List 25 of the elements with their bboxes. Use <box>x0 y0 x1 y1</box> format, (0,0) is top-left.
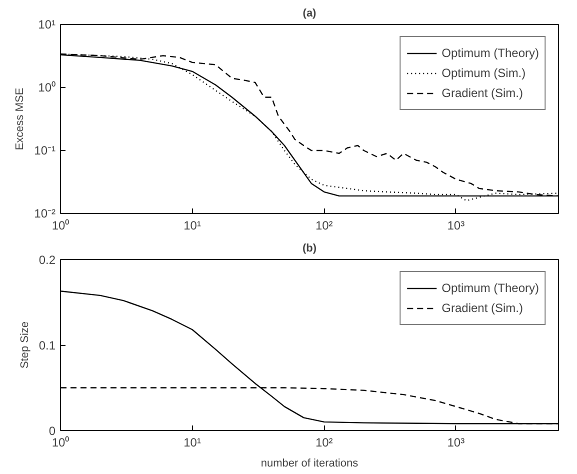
x-axis-title: number of iterations <box>260 458 359 470</box>
y-tick-label: 10¹ <box>38 18 56 32</box>
x-tick-label: 10³ <box>447 218 465 232</box>
y-tick-label: 0.2 <box>38 253 56 267</box>
chart-title: (b) <box>302 242 317 254</box>
legend-label: Gradient (Sim.) <box>442 86 523 100</box>
y-axis-title: Excess MSE <box>14 88 26 150</box>
y-tick-label: 0.1 <box>38 338 56 352</box>
chart-title: (a) <box>302 8 317 20</box>
x-tick-label: 10³ <box>447 436 465 450</box>
y-tick-label: 0 <box>48 424 56 438</box>
x-tick-label: 10² <box>315 218 333 232</box>
legend-label: Optimum (Sim.) <box>442 66 526 80</box>
x-tick-label: 10¹ <box>184 436 201 450</box>
legend-label: Optimum (Theory) <box>442 46 539 60</box>
legend-label: Gradient (Sim.) <box>442 301 523 315</box>
y-tick-label: 10⁻¹ <box>34 144 56 158</box>
x-tick-label: 10¹ <box>184 218 201 232</box>
x-tick-label: 10² <box>315 436 333 450</box>
y-tick-label: 10⁻² <box>34 206 56 220</box>
y-axis-title: Step Size <box>18 321 31 369</box>
legend-label: Optimum (Theory) <box>442 281 539 295</box>
x-tick-label: 10⁰ <box>52 218 70 232</box>
y-tick-label: 10⁰ <box>38 80 56 94</box>
x-tick-label: 10⁰ <box>52 436 70 450</box>
